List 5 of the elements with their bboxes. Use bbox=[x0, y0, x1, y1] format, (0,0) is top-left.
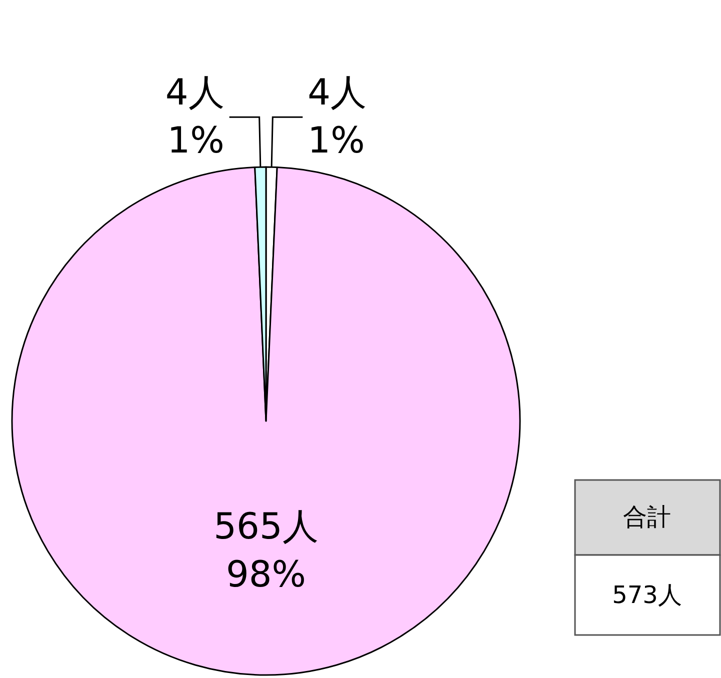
text: 573人 bbox=[612, 581, 682, 609]
data-label: 565人 98% bbox=[214, 506, 318, 596]
data-label: 4人 1% bbox=[308, 72, 367, 162]
text: 合計 bbox=[623, 503, 671, 531]
data-label: 4人 1% bbox=[165, 72, 224, 162]
